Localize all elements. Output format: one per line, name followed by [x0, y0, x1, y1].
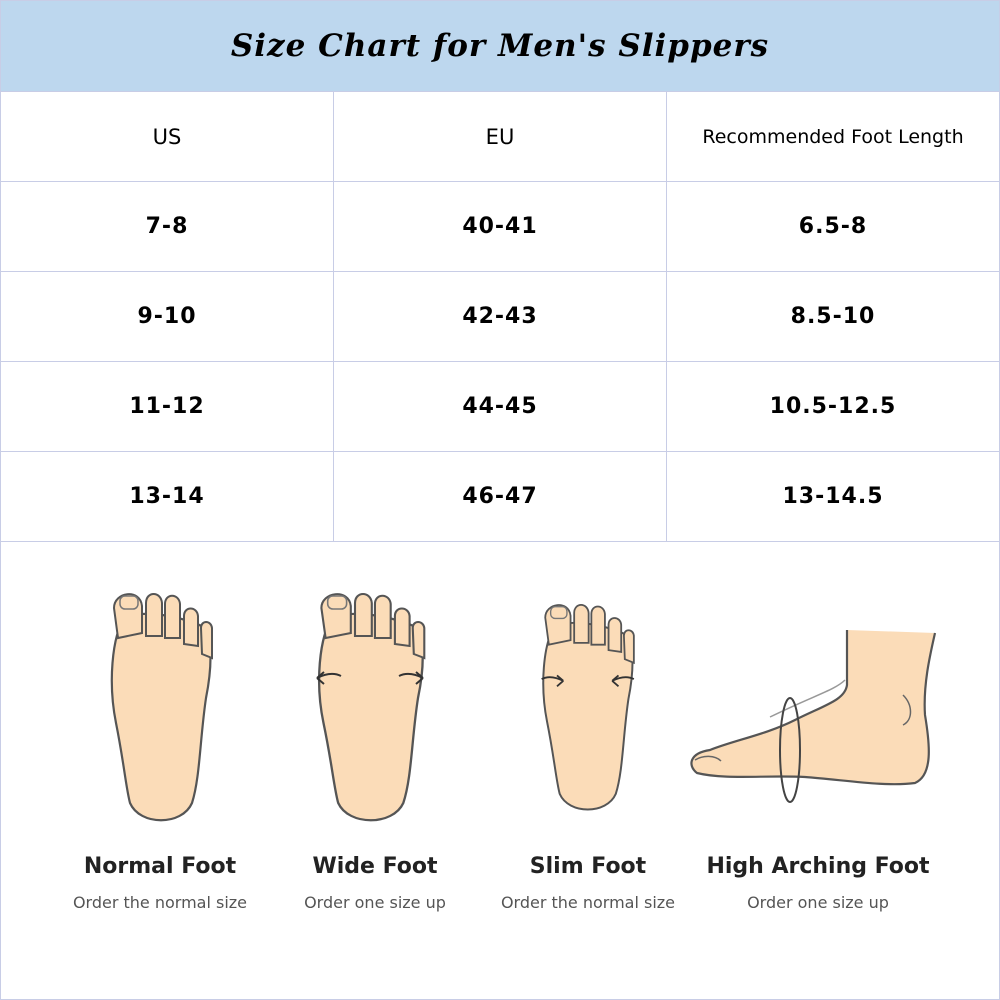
header-eu: EU: [333, 91, 667, 182]
high-arch-foot-note: Order one size up: [747, 893, 889, 912]
cell-us: 13-14: [0, 451, 334, 542]
table-row: 13-14 46-47 13-14.5: [0, 451, 1000, 542]
header-us: US: [0, 91, 334, 182]
wide-foot-icon: [316, 592, 426, 822]
cell-eu: 42-43: [333, 271, 667, 362]
slim-foot-label: Slim Foot: [529, 854, 647, 879]
cell-eu: 40-41: [333, 181, 667, 272]
cell-us: 9-10: [0, 271, 334, 362]
cell-us: 11-12: [0, 361, 334, 452]
cell-eu: 44-45: [333, 361, 667, 452]
high-arch-foot-label: High Arching Foot: [706, 854, 930, 879]
cell-eu: 46-47: [333, 451, 667, 542]
cell-foot-length: 13-14.5: [666, 451, 1000, 542]
wide-foot-note: Order one size up: [304, 893, 446, 912]
cell-foot-length: 6.5-8: [666, 181, 1000, 272]
normal-foot-label: Normal Foot: [83, 854, 237, 879]
size-table: US EU Recommended Foot Length 7-8 40-41 …: [0, 91, 1000, 542]
page-title: Size Chart for Men's Slippers: [230, 28, 770, 64]
slim-foot-icon: [541, 603, 635, 811]
high-arch-foot-icon: [690, 630, 937, 803]
table-header-row: US EU Recommended Foot Length: [0, 91, 1000, 182]
table-row: 9-10 42-43 8.5-10: [0, 271, 1000, 362]
table-row: 11-12 44-45 10.5-12.5: [0, 361, 1000, 452]
title-banner: Size Chart for Men's Slippers: [1, 1, 999, 91]
normal-foot-icon: [110, 592, 214, 822]
table-row: 7-8 40-41 6.5-8: [0, 181, 1000, 272]
wide-foot-label: Wide Foot: [312, 854, 438, 879]
normal-foot-note: Order the normal size: [72, 893, 248, 912]
slim-foot-note: Order the normal size: [500, 893, 676, 912]
cell-us: 7-8: [0, 181, 334, 272]
cell-foot-length: 8.5-10: [666, 271, 1000, 362]
header-foot-length: Recommended Foot Length: [666, 91, 1000, 182]
cell-foot-length: 10.5-12.5: [666, 361, 1000, 452]
